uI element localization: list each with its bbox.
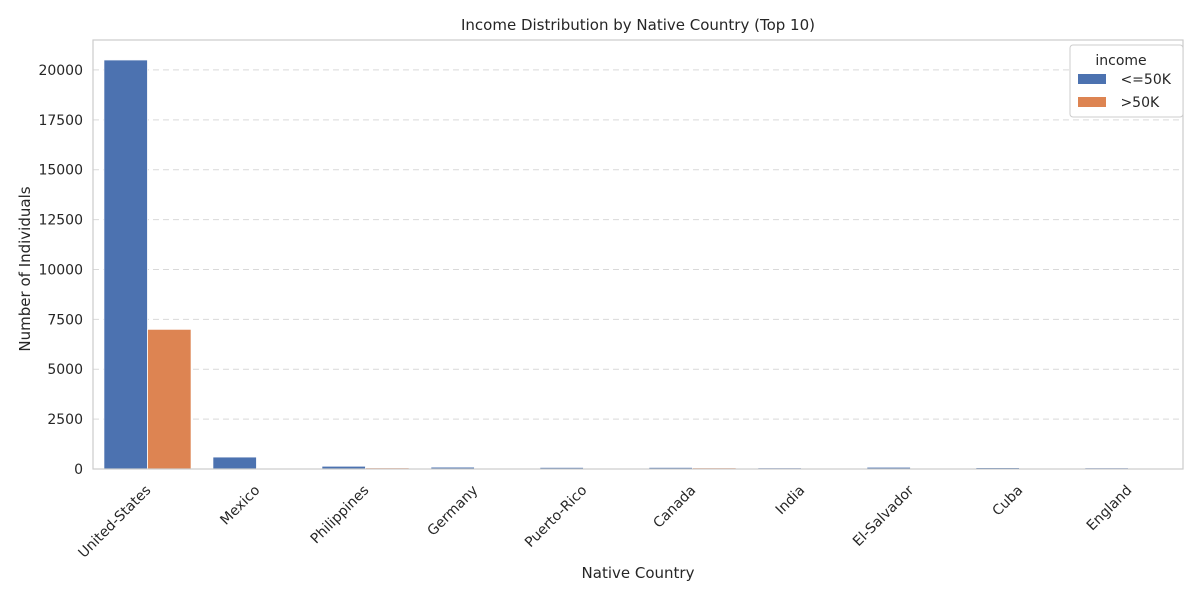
y-axis-title: Number of Individuals — [16, 186, 34, 351]
grid-lines — [93, 69, 1183, 420]
x-tick-label: England — [1084, 483, 1136, 535]
y-tick-label: 10000 — [38, 262, 83, 278]
x-tick-label: Germany — [425, 483, 482, 540]
x-tick-label: El-Salvador — [850, 482, 917, 549]
x-axis-title: Native Country — [582, 564, 695, 582]
bars — [103, 59, 1173, 470]
chart-title: Income Distribution by Native Country (T… — [461, 16, 815, 34]
y-tick-label: 0 — [74, 462, 83, 478]
y-tick-label: 12500 — [38, 213, 83, 229]
y-tick-label: 7500 — [47, 312, 83, 328]
x-tick-label: Mexico — [217, 483, 263, 529]
x-tick-labels: United-States Mexico Philippines Germany Pue… — [76, 482, 1136, 561]
y-tick-labels: 0 2500 5000 7500 10000 12500 15000 17500 20000 — [38, 63, 83, 478]
legend-label-gt50k: >50K — [1116, 95, 1160, 111]
bar-mexico-series-1 — [212, 456, 257, 470]
y-tick-label: 20000 — [38, 63, 83, 79]
x-tick-label: United-States — [76, 483, 155, 562]
x-tick-label: Puerto-Rico — [522, 483, 590, 551]
x-tick-label: Canada — [650, 483, 699, 532]
legend-swatch-le50k — [1078, 74, 1106, 84]
x-tick-label: India — [773, 483, 809, 519]
legend-title: income — [1095, 53, 1146, 69]
y-tick-label: 15000 — [38, 163, 83, 179]
x-tick-label: Philippines — [308, 483, 373, 548]
legend-swatch-gt50k — [1078, 97, 1106, 107]
x-tick-label: Cuba — [989, 483, 1026, 520]
plot-frame — [92, 39, 1184, 470]
y-tick-label: 5000 — [47, 362, 83, 378]
legend-label-le50k: <=50K — [1116, 72, 1172, 88]
bar-united-states-series-2 — [147, 328, 192, 470]
y-tick-label: 2500 — [47, 412, 83, 428]
y-tick-label: 17500 — [38, 113, 83, 129]
bar-united-states-series-1 — [103, 59, 148, 470]
legend: income <=50K >50K — [1069, 44, 1184, 118]
